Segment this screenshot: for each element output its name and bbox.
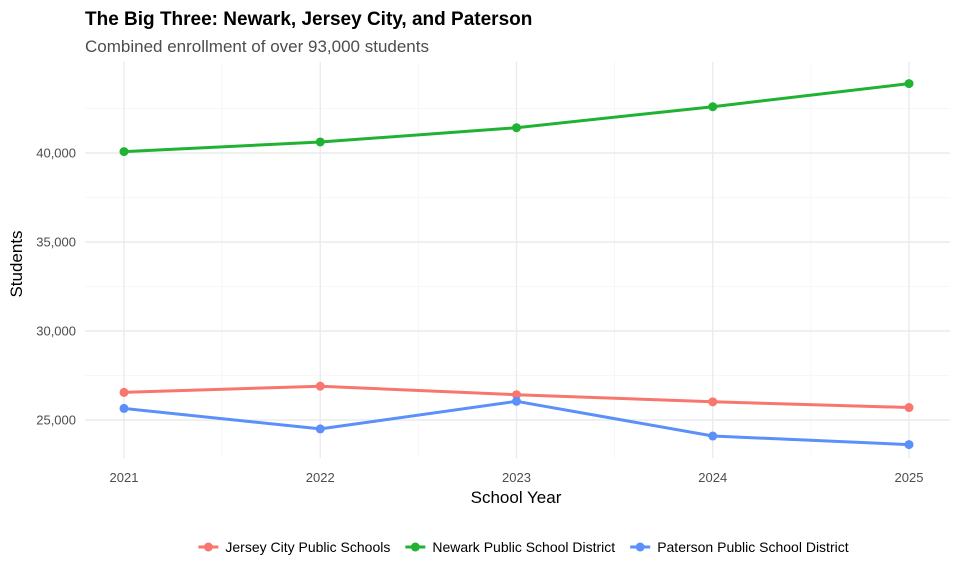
x-axis-title: School Year <box>471 488 562 507</box>
legend-key-point <box>203 542 213 552</box>
y-tick-label: 25,000 <box>36 413 76 428</box>
data-point <box>708 397 718 407</box>
data-point <box>315 137 325 147</box>
data-point <box>119 403 129 413</box>
y-tick-label: 40,000 <box>36 146 76 161</box>
y-tick-label: 30,000 <box>36 324 76 339</box>
series-points <box>119 79 914 450</box>
data-point <box>904 79 914 89</box>
legend-label: Paterson Public School District <box>657 539 849 555</box>
x-tick-label: 2022 <box>306 470 335 485</box>
data-point <box>315 424 325 434</box>
legend-key-point <box>410 542 420 552</box>
legend-label: Jersey City Public Schools <box>225 539 390 555</box>
data-point <box>119 147 129 157</box>
y-axis-ticks: 25,000 30,000 35,000 40,000 <box>36 146 76 428</box>
x-axis-ticks: 2021 2022 2023 2024 2025 <box>110 470 924 485</box>
x-tick-label: 2021 <box>110 470 139 485</box>
x-tick-label: 2024 <box>698 470 727 485</box>
x-tick-label: 2025 <box>895 470 924 485</box>
chart-subtitle: Combined enrollment of over 93,000 stude… <box>85 37 429 56</box>
data-point <box>708 102 718 112</box>
chart-title: The Big Three: Newark, Jersey City, and … <box>85 9 532 30</box>
y-tick-label: 35,000 <box>36 235 76 250</box>
data-point <box>904 440 914 450</box>
legend: Jersey City Public Schools Newark Public … <box>198 539 849 555</box>
data-point <box>315 381 325 391</box>
data-point <box>904 403 914 413</box>
legend-key-point <box>635 542 645 552</box>
legend-label: Newark Public School District <box>432 539 615 555</box>
data-point <box>119 387 129 397</box>
data-point <box>512 390 521 400</box>
data-point <box>512 396 521 406</box>
y-axis-title: Students <box>7 230 26 297</box>
data-point <box>512 123 521 133</box>
data-point <box>708 431 718 441</box>
x-tick-label: 2023 <box>502 470 531 485</box>
